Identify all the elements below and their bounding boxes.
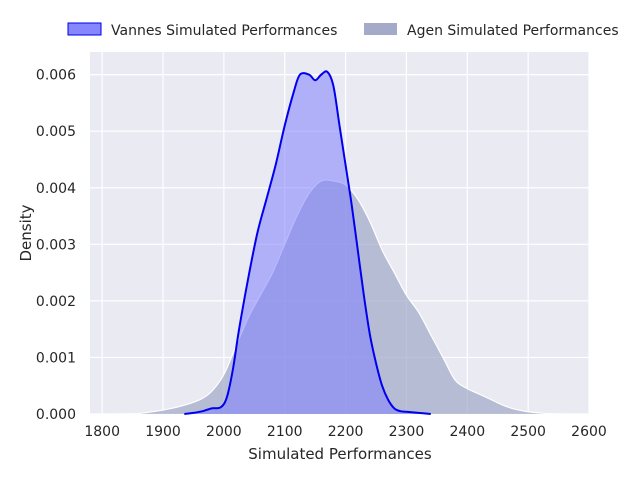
x-tick-label: 2100 (267, 424, 303, 440)
x-tick-label: 1900 (145, 424, 181, 440)
x-tick-label: 2500 (510, 424, 546, 440)
y-tick-label: 0.006 (36, 68, 76, 84)
legend-swatch-agen (364, 23, 397, 35)
density-areas (114, 70, 568, 415)
y-axis-ticks: 0.000 0.001 0.002 0.003 0.004 0.005 0.006 (36, 68, 76, 423)
x-axis-label: Simulated Performances (248, 445, 432, 463)
legend-label-agen: Agen Simulated Performances (407, 23, 619, 39)
y-tick-label: 0.004 (36, 181, 76, 197)
agen-density-line (114, 179, 568, 415)
x-tick-label: 2400 (449, 424, 485, 440)
legend-label-vannes: Vannes Simulated Performances (111, 23, 337, 39)
vannes-density-line (184, 70, 431, 415)
y-tick-label: 0.002 (36, 294, 76, 310)
y-tick-label: 0.001 (36, 350, 76, 366)
legend-swatch-vannes (67, 22, 102, 36)
x-axis-ticks: 1800 1900 2000 2100 2200 2300 2400 2500 2600 (84, 424, 606, 440)
y-tick-label: 0.000 (36, 407, 76, 423)
y-tick-label: 0.003 (36, 237, 76, 253)
legend: Vannes Simulated Performances Agen Simul… (67, 22, 619, 39)
y-axis-label: Density (17, 204, 35, 261)
x-tick-label: 2300 (389, 424, 425, 440)
x-tick-label: 1800 (84, 424, 120, 440)
x-tick-label: 2000 (206, 424, 242, 440)
x-tick-label: 2600 (571, 424, 607, 440)
x-tick-label: 2200 (328, 424, 364, 440)
vannes-density-area (184, 71, 431, 414)
y-tick-label: 0.005 (36, 124, 76, 140)
